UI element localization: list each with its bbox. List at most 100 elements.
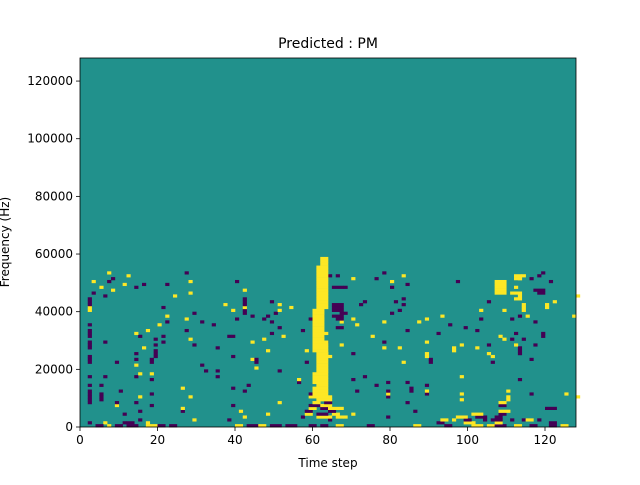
heatmap-cell [242,288,247,292]
heatmap-cell [134,331,139,336]
heatmap-cell [335,415,344,419]
heatmap-cell [312,349,329,353]
heatmap-cell [312,340,329,344]
heatmap-cell [192,418,197,422]
heatmap-cell [452,418,457,422]
heatmap-cell [316,415,333,419]
heatmap-cell [525,314,530,318]
heatmap-cell [99,383,104,387]
heatmap-cell [304,349,309,353]
heatmap-cell [502,337,507,341]
heatmap-cell [328,418,333,422]
heatmap-cell [331,412,340,416]
y-tick-label: 100000 [27,132,73,146]
x-tick-label: 60 [305,433,320,447]
heatmap-cell [359,303,364,307]
heatmap-cell [382,320,387,324]
heatmap-cell [308,395,313,399]
heatmap-cell [498,412,507,416]
heatmap-cell [242,308,247,312]
heatmap-cell [316,354,333,359]
heatmap-cell [475,328,480,333]
heatmap-cell [514,297,519,301]
heatmap-cell [297,377,302,382]
heatmap-cell [134,357,139,361]
heatmap-cell [316,357,329,361]
heatmap-cell [331,308,344,312]
heatmap-cell [498,403,507,408]
heatmap-cell [386,380,391,385]
heatmap-cell [486,300,492,304]
heatmap-cell [87,389,92,393]
heatmap-cell [510,291,523,295]
heatmap-cell [297,380,302,385]
heatmap-cell [316,294,329,298]
heatmap-cell [498,409,511,413]
heatmap-cell [312,377,329,382]
heatmap-cell [231,354,236,359]
heatmap-cell [235,279,240,284]
heatmap-cell [87,305,92,310]
heatmap-cell [266,349,271,353]
heatmap-cell [506,395,511,399]
heatmap-cell [300,415,306,419]
heatmap-cell [312,401,321,405]
heatmap-cell [235,317,240,321]
heatmap-cell [424,392,430,396]
heatmap-cell [533,343,538,347]
heatmap-cell [455,279,461,284]
heatmap-cell [428,357,433,361]
heatmap-cell [312,314,325,318]
heatmap-cell [312,375,329,379]
heatmap-cell [331,305,344,310]
heatmap-cell [138,372,143,376]
heatmap-cell [343,285,348,289]
heatmap-cell [541,334,546,338]
heatmap-cell [498,401,507,405]
heatmap-cell [316,383,329,387]
heatmap-cell [87,354,92,359]
heatmap-cell [126,421,135,425]
y-tick-label: 20000 [35,362,73,376]
heatmap-cell [87,401,92,405]
heatmap-cell [521,303,526,307]
heatmap-cell [576,294,581,298]
heatmap-cell [149,392,154,396]
heatmap-cell [262,337,267,341]
heatmap-cell [134,375,139,379]
heatmap-cell [424,389,430,393]
heatmap-cell [494,285,507,289]
heatmap-cell [390,311,395,315]
heatmap-cell [161,334,166,338]
heatmap-cell [320,256,329,261]
heatmap-cell [87,383,92,387]
heatmap-cell [246,383,251,387]
x-axis-label: Time step [297,456,357,470]
x-tick-label: 80 [382,433,397,447]
heatmap-cell [180,386,185,390]
heatmap-cell [114,360,120,364]
heatmap-cell [459,392,464,396]
heatmap-cell [405,328,410,333]
heatmap-cell [153,343,158,347]
heatmap-cell [87,300,92,304]
heatmap-cell [424,352,430,356]
heatmap-cell [374,277,379,281]
heatmap-cell [188,291,193,295]
heatmap-cell [134,363,139,367]
heatmap-cell [529,277,534,281]
heatmap-cell [250,357,255,361]
heatmap-cell [91,279,96,284]
heatmap-cell [533,320,538,324]
heatmap-cell [386,395,391,399]
heatmap-cell [227,334,232,338]
heatmap-cell [312,320,325,324]
heatmap-cell [87,308,92,312]
heatmap-cell [269,300,275,304]
heatmap-cell [99,398,104,402]
heatmap-cell [459,343,464,347]
heatmap-cell [328,406,344,410]
heatmap-cell [157,424,166,428]
heatmap-cell [138,334,143,338]
heatmap-cell [366,424,375,428]
